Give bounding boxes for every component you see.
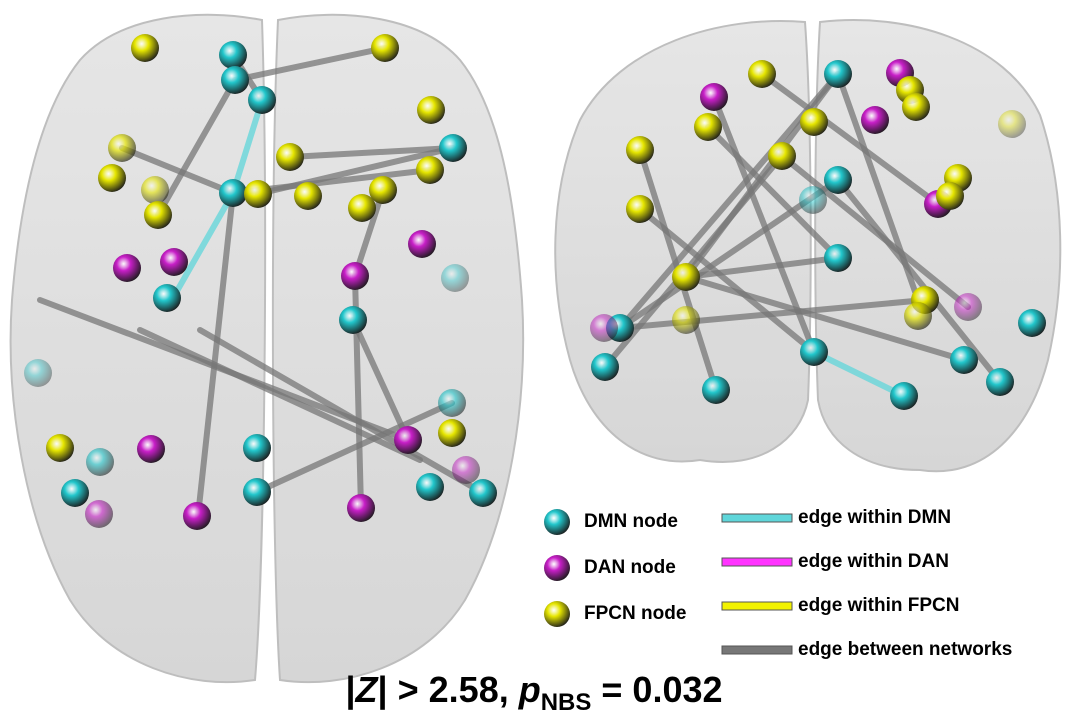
node — [824, 60, 852, 88]
node — [452, 456, 480, 484]
axial-brain — [11, 15, 523, 682]
node — [799, 186, 827, 214]
node — [824, 166, 852, 194]
node — [441, 264, 469, 292]
node — [590, 314, 618, 342]
node — [341, 262, 369, 290]
caption-part: | — [345, 669, 355, 711]
node — [113, 254, 141, 282]
node — [347, 494, 375, 522]
node — [902, 93, 930, 121]
node — [700, 83, 728, 111]
node — [1018, 309, 1046, 337]
node — [824, 244, 852, 272]
caption-part: | > 2.58, — [378, 669, 519, 711]
node — [219, 179, 247, 207]
legend-edge — [722, 558, 792, 566]
legend-label: edge within DAN — [798, 551, 949, 572]
node — [348, 194, 376, 222]
node — [416, 156, 444, 184]
legend-edge — [722, 514, 792, 522]
coronal-brain — [555, 20, 1060, 471]
node — [248, 86, 276, 114]
legend-node — [544, 601, 570, 627]
node — [936, 182, 964, 210]
node — [904, 302, 932, 330]
node — [46, 434, 74, 462]
node — [339, 306, 367, 334]
node — [416, 473, 444, 501]
node — [85, 500, 113, 528]
node — [160, 248, 188, 276]
node — [672, 263, 700, 291]
legend-node — [544, 509, 570, 535]
node — [890, 382, 918, 410]
node — [998, 110, 1026, 138]
node — [243, 478, 271, 506]
node — [800, 108, 828, 136]
caption: |Z| > 2.58, pNBS = 0.032 — [345, 669, 722, 715]
legend-node — [544, 555, 570, 581]
node — [438, 419, 466, 447]
node — [861, 106, 889, 134]
node — [626, 195, 654, 223]
node — [98, 164, 126, 192]
node — [276, 143, 304, 171]
node — [108, 134, 136, 162]
legend-label: edge between networks — [798, 639, 1012, 660]
node — [61, 479, 89, 507]
caption-part: = 0.032 — [591, 669, 722, 710]
node — [986, 368, 1014, 396]
node — [591, 353, 619, 381]
node — [221, 66, 249, 94]
node — [702, 376, 730, 404]
node — [626, 136, 654, 164]
node — [141, 176, 169, 204]
node — [137, 435, 165, 463]
caption-symbol: p — [518, 669, 541, 710]
legend-label: edge within FPCN — [798, 595, 960, 616]
node — [469, 479, 497, 507]
legend-label: DMN node — [584, 511, 678, 532]
node — [244, 180, 272, 208]
node — [417, 96, 445, 124]
node — [950, 346, 978, 374]
node — [371, 34, 399, 62]
node — [694, 113, 722, 141]
node — [153, 284, 181, 312]
legend-label: DAN node — [584, 557, 676, 578]
node — [24, 359, 52, 387]
node — [219, 41, 247, 69]
node — [131, 34, 159, 62]
legend-label: edge within DMN — [798, 507, 951, 528]
node — [672, 306, 700, 334]
node — [183, 502, 211, 530]
node — [294, 182, 322, 210]
node — [954, 293, 982, 321]
legend-label: FPCN node — [584, 603, 686, 624]
node — [768, 142, 796, 170]
node — [408, 230, 436, 258]
legend-edge — [722, 602, 792, 610]
legend-edge — [722, 646, 792, 654]
node — [800, 338, 828, 366]
caption-subscript: NBS — [541, 689, 592, 715]
node — [394, 426, 422, 454]
node — [438, 389, 466, 417]
figure: DMN node DAN node FPCN node edge within DMN… — [0, 0, 1068, 715]
legend: DMN node DAN node FPCN node edge within DMN… — [544, 507, 1012, 660]
node — [86, 448, 114, 476]
node — [144, 201, 172, 229]
node — [748, 60, 776, 88]
node — [243, 434, 271, 462]
node — [439, 134, 467, 162]
caption-symbol: Z — [355, 669, 380, 710]
